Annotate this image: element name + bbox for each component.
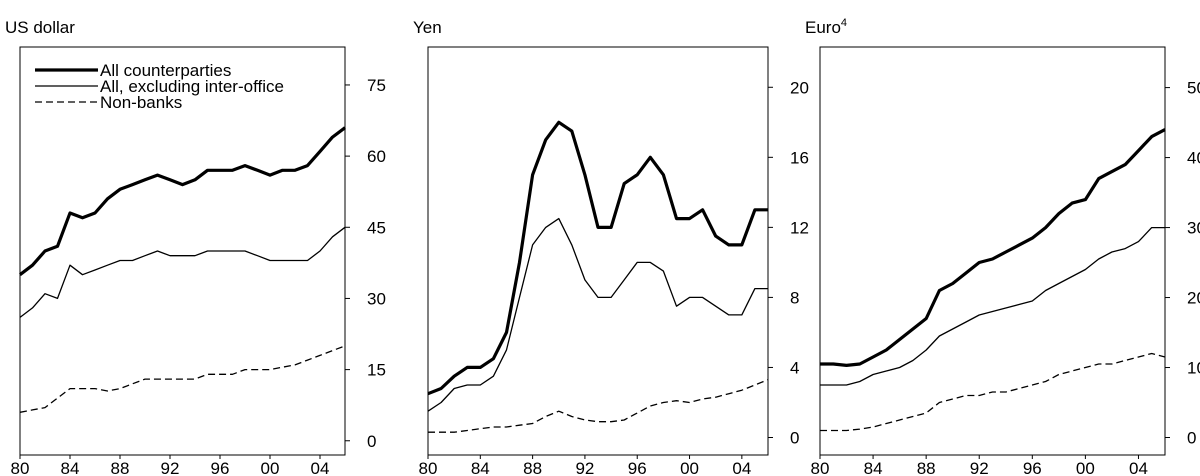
y-tick-label: 20 [790, 78, 809, 97]
series-line [19, 126, 346, 276]
series-line [427, 217, 768, 412]
x-tick-label: 88 [111, 459, 130, 476]
y-tick-label: 0 [790, 428, 799, 447]
y-tick-label: 0 [1187, 429, 1196, 448]
series-line [820, 128, 1166, 367]
x-tick-label: 80 [811, 459, 830, 476]
legend-label: All counterparties [100, 61, 231, 80]
y-tick-label: 10 [1187, 359, 1200, 378]
series-line [427, 120, 768, 396]
y-tick-label: 15 [367, 361, 386, 380]
series-line [820, 226, 1165, 386]
plot-frame [819, 46, 1166, 456]
x-tick-label: 00 [1076, 459, 1095, 476]
x-tick-label: 80 [11, 459, 30, 476]
x-tick-label: 96 [211, 459, 230, 476]
legend-label: Non-banks [100, 93, 182, 112]
x-tick-label: 04 [732, 459, 751, 476]
y-tick-label: 12 [790, 218, 809, 237]
chart-title: Yen [413, 18, 442, 37]
title-superscript: 4 [841, 17, 847, 29]
x-tick-label: 00 [261, 459, 280, 476]
y-tick-label: 40 [1187, 149, 1200, 168]
y-tick-label: 60 [367, 147, 386, 166]
panel: US dollar 0 15 30 45 60 75 80 84 88 92 96 00 04 All co… [5, 18, 386, 476]
y-tick-label: 50 [1187, 79, 1200, 98]
y-tick-label: 30 [1187, 219, 1200, 238]
y-tick-label: 75 [367, 76, 386, 95]
x-tick-label: 04 [1129, 459, 1148, 476]
x-tick-label: 96 [628, 459, 647, 476]
x-tick-label: 88 [917, 459, 936, 476]
series-line [820, 352, 1166, 432]
x-tick-label: 92 [970, 459, 989, 476]
x-tick-label: 00 [680, 459, 699, 476]
x-tick-label: 84 [61, 459, 80, 476]
series-line [19, 345, 346, 413]
y-tick-label: 16 [790, 148, 809, 167]
series-line [428, 379, 769, 433]
chart-title: Euro4 [805, 17, 847, 37]
x-tick-label: 96 [1023, 459, 1042, 476]
x-tick-label: 88 [523, 459, 542, 476]
series-line [19, 226, 346, 318]
y-tick-label: 0 [367, 432, 376, 451]
x-tick-label: 92 [161, 459, 180, 476]
x-tick-label: 92 [575, 459, 594, 476]
y-tick-label: 20 [1187, 289, 1200, 308]
x-tick-label: 84 [864, 459, 883, 476]
plot-frame [427, 46, 769, 456]
y-tick-label: 4 [790, 358, 799, 377]
x-tick-label: 80 [419, 459, 438, 476]
y-tick-label: 45 [367, 218, 386, 237]
x-tick-label: 84 [471, 459, 490, 476]
panel: Euro4 0 10 20 30 40 50 80 84 88 92 96 00 04 [805, 17, 1200, 476]
plot-frame [19, 46, 346, 456]
x-tick-label: 04 [311, 459, 330, 476]
y-tick-label: 8 [790, 288, 799, 307]
legend-label: All, excluding inter-office [100, 77, 284, 96]
chart-title: US dollar [5, 18, 75, 37]
y-tick-label: 30 [367, 289, 386, 308]
